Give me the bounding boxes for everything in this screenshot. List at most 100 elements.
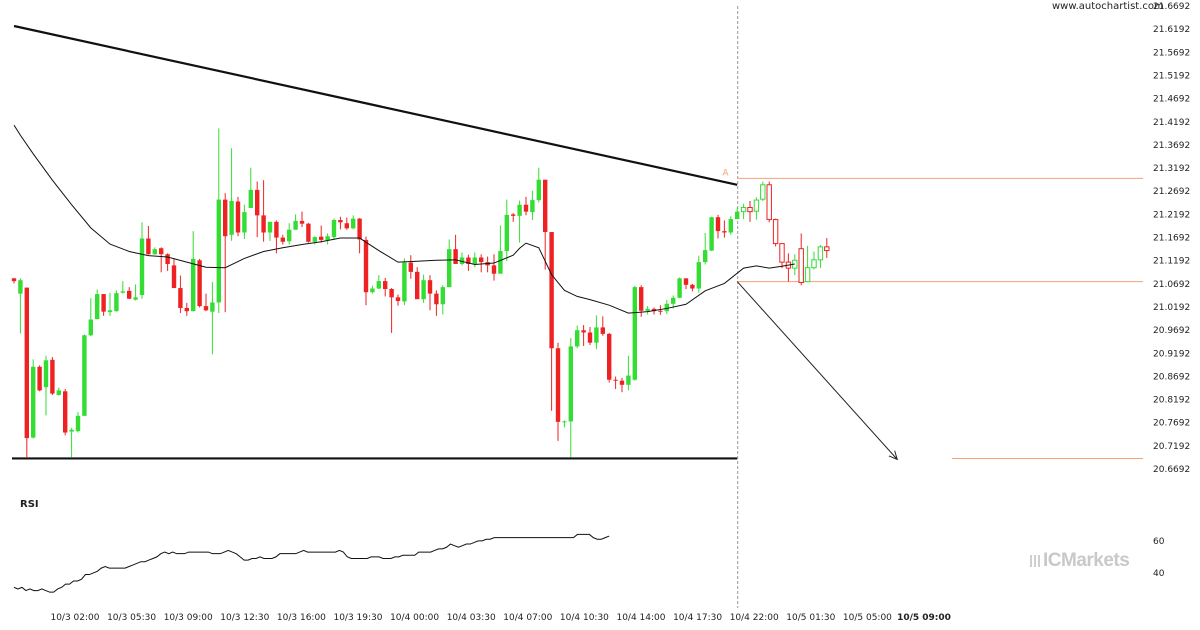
candle bbox=[56, 390, 61, 396]
y-tick-label: 20.7692 bbox=[1153, 419, 1190, 429]
candle bbox=[395, 297, 401, 302]
y-tick-label: 20.9192 bbox=[1153, 349, 1190, 359]
candle bbox=[370, 288, 375, 293]
candle bbox=[728, 219, 733, 233]
candle bbox=[114, 293, 119, 312]
candle bbox=[562, 421, 567, 423]
resistance-line bbox=[13, 24, 738, 186]
candle bbox=[549, 232, 554, 349]
projection-arrowhead bbox=[888, 450, 898, 461]
candle bbox=[664, 303, 669, 312]
candle bbox=[408, 262, 413, 272]
rsi-tick-label: 60 bbox=[1153, 537, 1165, 547]
candle bbox=[363, 239, 369, 293]
candle bbox=[223, 199, 228, 237]
y-tick-label: 20.8192 bbox=[1153, 396, 1190, 406]
projection-line bbox=[736, 281, 898, 460]
candle bbox=[466, 257, 471, 264]
brand-logo: ICMarkets bbox=[1030, 550, 1130, 572]
candle bbox=[43, 360, 49, 388]
candle bbox=[88, 319, 93, 336]
y-tick-label: 21.4192 bbox=[1153, 118, 1190, 128]
candle bbox=[389, 288, 394, 298]
rsi-line bbox=[13, 533, 610, 593]
x-tick-label: 10/5 01:30 bbox=[786, 613, 835, 623]
candle bbox=[178, 288, 183, 308]
candle bbox=[511, 214, 516, 216]
candle bbox=[817, 246, 824, 261]
x-tick-label: 10/5 09:00 bbox=[897, 613, 951, 623]
candle bbox=[293, 220, 298, 230]
x-tick-label: 10/3 12:30 bbox=[220, 613, 269, 623]
x-tick-label: 10/4 07:00 bbox=[503, 613, 552, 623]
candle bbox=[626, 375, 631, 385]
y-tick-label: 21.3192 bbox=[1153, 164, 1190, 174]
candle bbox=[434, 293, 439, 305]
candle bbox=[274, 221, 279, 238]
rsi-panel-title: RSI bbox=[20, 499, 39, 510]
candle bbox=[639, 287, 644, 311]
y-tick-label: 21.1192 bbox=[1153, 257, 1190, 267]
point-label: A bbox=[722, 168, 729, 178]
candle bbox=[351, 218, 356, 229]
candle bbox=[344, 223, 349, 229]
x-tick-label: 10/4 22:00 bbox=[730, 613, 779, 623]
candle bbox=[715, 217, 721, 232]
candle bbox=[530, 200, 535, 213]
y-tick-label: 21.5692 bbox=[1153, 48, 1190, 58]
candle bbox=[31, 366, 36, 438]
candle bbox=[517, 204, 522, 216]
candle bbox=[267, 221, 273, 233]
moving-average-line bbox=[13, 124, 795, 314]
candle bbox=[766, 184, 772, 221]
candle bbox=[242, 212, 247, 233]
candle bbox=[696, 262, 701, 289]
candle bbox=[543, 179, 548, 233]
y-tick-label: 21.3692 bbox=[1153, 141, 1190, 151]
candle bbox=[280, 237, 285, 242]
x-tick-label: 10/5 05:00 bbox=[843, 613, 892, 623]
candle bbox=[319, 236, 324, 240]
candle bbox=[798, 248, 804, 284]
candle bbox=[139, 238, 145, 296]
x-tick-label: 10/4 10:30 bbox=[560, 613, 609, 623]
candle bbox=[159, 248, 164, 255]
candle bbox=[287, 229, 292, 242]
candle bbox=[753, 199, 760, 212]
candle bbox=[235, 201, 241, 233]
candle bbox=[523, 204, 529, 212]
candle bbox=[402, 262, 407, 302]
y-tick-label: 21.5192 bbox=[1153, 71, 1190, 81]
candle bbox=[671, 297, 676, 304]
candle bbox=[600, 327, 605, 334]
candle bbox=[613, 379, 618, 381]
rsi-tick-label: 40 bbox=[1153, 569, 1165, 579]
x-tick-label: 10/3 19:30 bbox=[333, 613, 382, 623]
candle bbox=[703, 250, 708, 263]
candle bbox=[804, 267, 811, 283]
brand-name: ICMarkets bbox=[1043, 550, 1130, 571]
candle bbox=[255, 189, 260, 216]
candle bbox=[120, 291, 125, 293]
y-tick-label: 21.6692 bbox=[1153, 2, 1190, 12]
candle bbox=[658, 310, 663, 312]
candle bbox=[165, 254, 170, 264]
candle bbox=[415, 271, 420, 300]
watermark-url[interactable]: www.autochartist.com bbox=[1052, 1, 1164, 12]
brand-dots-icon bbox=[1030, 555, 1040, 567]
candle bbox=[146, 238, 151, 255]
candle bbox=[683, 278, 689, 285]
x-tick-label: 10/3 09:00 bbox=[164, 613, 213, 623]
candle bbox=[632, 287, 637, 380]
candle bbox=[811, 259, 817, 269]
candle bbox=[306, 223, 311, 242]
candle bbox=[383, 281, 388, 289]
y-tick-label: 21.6192 bbox=[1153, 25, 1190, 35]
candle bbox=[440, 287, 445, 305]
candle bbox=[357, 218, 362, 240]
y-tick-label: 20.6692 bbox=[1153, 465, 1190, 475]
candle bbox=[95, 294, 100, 320]
candle bbox=[152, 249, 157, 255]
y-tick-label: 21.1692 bbox=[1153, 234, 1190, 244]
